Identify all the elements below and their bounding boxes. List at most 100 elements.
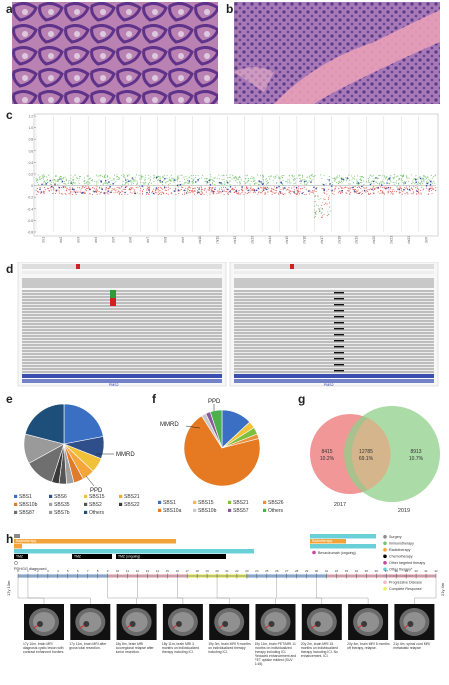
mri-caption: 18y 8m, brain MRI locoregional relapse a… (115, 642, 154, 654)
cnv-y-tick: 0.2 (29, 173, 34, 177)
timeline-tick: 42 (434, 569, 438, 573)
legend-label: SBS10b (198, 508, 217, 514)
timeline-legend-label: Progressive Disease (389, 581, 422, 585)
timeline-legend-swatch (383, 561, 387, 565)
radiotherapy-bar-1-label: Radiotherapy (16, 539, 36, 543)
cnv-y-tick: -0.2 (28, 196, 34, 200)
timeline-legend-swatch (383, 580, 387, 585)
tmz-bar-3 (116, 554, 226, 559)
legend-label: SBS7b (54, 510, 70, 516)
legend-label: SBS22 (124, 502, 140, 508)
legend-swatch (158, 508, 162, 512)
cnv-y-tick: 0.8 (29, 138, 34, 142)
histology-image-b (234, 2, 440, 104)
panel-label-b: b (226, 2, 234, 16)
annotation-ppd: PPD (208, 399, 221, 405)
timeline-tick: 6 (77, 569, 79, 573)
pie-slice (63, 403, 104, 445)
venn-only-2019-pct: 10.7% (409, 456, 424, 462)
legend-label: SBS21 (124, 494, 140, 500)
copy-number-plot: 1.2 1.0 0.8 0.6 0.4 0.2 0 -0.2 -0.4 -0.6 -0.8 chr1… (28, 113, 439, 244)
panel-label-d: d (6, 262, 14, 276)
cnv-x-tick: chr16 (303, 236, 307, 244)
cnv-x-tick: chr22 (407, 236, 411, 244)
other-therapy-bar-2 (310, 534, 376, 539)
cnv-x-tick: chr13 (250, 236, 254, 244)
timeline-tick: 19 (205, 569, 209, 573)
timeline-tick: 28 (295, 569, 299, 573)
cnv-y-tick: -0.8 (28, 231, 34, 235)
legend-label: SBS15 (89, 494, 105, 500)
cnv-x-tick: chr7 (146, 237, 150, 243)
mri-caption: 17y 10m, brain MRI diagnosis cystic lesi… (23, 642, 65, 654)
panel-label-g: g (298, 392, 306, 406)
igv-right: PMS2 (229, 262, 439, 387)
tmz-bar-2-label: TMZ (74, 555, 81, 559)
mri-caption: 19y 3m, brain MRI 9 months on individual… (208, 642, 251, 654)
timeline-tick: 25 (265, 569, 269, 573)
cnv-x-tick: chr21 (390, 236, 394, 244)
timeline-tick: 22 (235, 569, 239, 573)
mri-caption: 20y 4m, brain MRI 5 months off therapy, … (347, 642, 390, 650)
panel-label-f: f (152, 392, 156, 406)
cnv-x-tick: chr4 (94, 237, 98, 243)
timeline-tick: 27 (285, 569, 289, 573)
venn-only-2019: 8913 (410, 449, 421, 455)
annotation-mmrd: MMRD (160, 422, 179, 428)
cnv-y-tick: -0.4 (28, 207, 34, 211)
venn-only-2017: 8415 (321, 449, 332, 455)
timeline-tick: 12 (136, 569, 140, 573)
legend-swatch (84, 510, 88, 514)
timeline-legend-label: Chemotherapy (389, 555, 413, 559)
timeline-tick: 14 (156, 569, 160, 573)
timeline-legend-swatch (383, 548, 387, 552)
histology-image-a (12, 2, 218, 104)
legend-label: SBS57 (233, 508, 249, 514)
timeline-legend-swatch (383, 535, 387, 539)
venn-label-2017: 2017 (334, 502, 346, 508)
venn-label-2019: 2019 (398, 508, 410, 514)
cnv-x-tick: chr9 (181, 237, 185, 243)
mri-caption: 17y 11m, brain MRI after gross total res… (69, 642, 107, 650)
timeline-tick: 7 (87, 569, 89, 573)
timeline-legend-label: Immunotherapy (389, 542, 414, 546)
legend-swatch (193, 508, 197, 512)
surgery-bar-1 (14, 534, 20, 538)
igv-left: PMS2 (17, 262, 227, 387)
legend-swatch (84, 502, 88, 506)
cnv-plot-area (33, 113, 439, 237)
timeline-tick: 21 (225, 569, 229, 573)
signature-pie-e: SBS1 SBS6 SBS15 SBS21 SBS10b SBS35 SBS2 SBS22 SB… (14, 403, 140, 516)
timeline-tick: 24 (255, 569, 259, 573)
timeline-tick: 4 (57, 569, 59, 573)
legend-label: SBS26 (268, 500, 284, 506)
panel-label-c: c (6, 108, 13, 122)
legend-label: SBS6 (54, 494, 67, 500)
mri-caption: 20y 2m, brain MRI 15 months on individua… (300, 642, 338, 658)
legend-label: SBS2 (89, 502, 102, 508)
venn-intersection-pct: 69.1% (359, 456, 374, 462)
panel-label-a: a (6, 2, 13, 16)
other-therapy-bar (14, 549, 254, 554)
timeline-tick: 11 (126, 569, 129, 573)
timeline-tick: 16 (176, 569, 180, 573)
legend-label: Others (89, 510, 105, 516)
tmz-bar-2 (72, 554, 112, 559)
timeline-tick: 29 (305, 569, 309, 573)
timeline-tick: 37 (385, 569, 389, 573)
venn-only-2017-pct: 10.2% (320, 456, 335, 462)
mri-caption: 21y 4m, spinal cord MRI metastatic relap… (393, 642, 430, 650)
cnv-x-tick: chr1 (42, 237, 46, 243)
igv-panels: PMS2 PMS2 (17, 262, 439, 387)
cnv-x-tick: chr6 (129, 237, 133, 243)
timeline-tick: 33 (345, 569, 349, 573)
legend-swatch (49, 502, 53, 506)
cnv-x-tick: chr5 (111, 237, 115, 243)
cnv-x-tick: chrX (424, 236, 428, 243)
cnv-x-tick: chr2 (59, 237, 63, 243)
igv-left-gene-label: PMS2 (109, 383, 119, 387)
tmz-bar-1-label: TMZ (16, 555, 23, 559)
cnv-x-tick: chr19 (355, 236, 359, 244)
